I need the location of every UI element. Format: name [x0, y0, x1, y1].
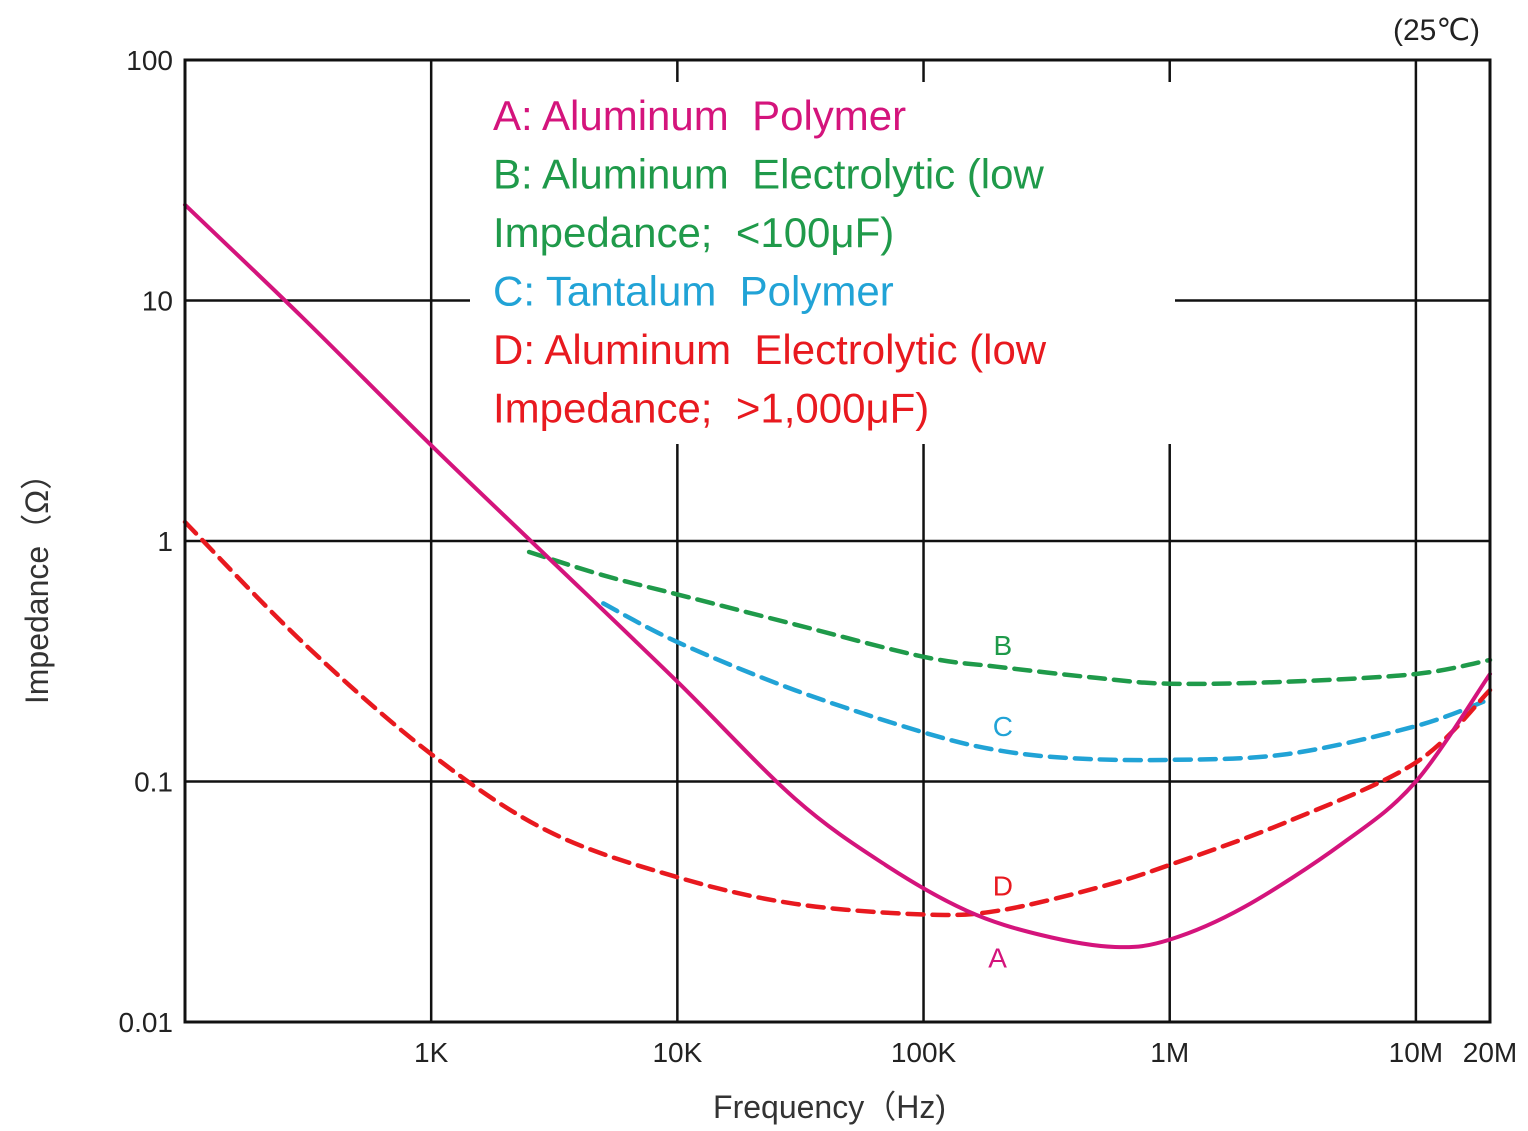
tick-labels-layer: 1K 10K 100K 1M 10M 20M 0.01 0.1 1 10 100: [119, 45, 1518, 1068]
legend-entry-line: D: Aluminum Electrolytic (low: [493, 326, 1047, 373]
series-a-label: A: [988, 943, 1007, 974]
series-a-line: [183, 202, 1492, 950]
y-tick-label: 0.1: [134, 767, 173, 798]
legend-background: [470, 82, 1175, 444]
y-tick-label: 0.01: [119, 1007, 174, 1038]
legend-entry-line: A: Aluminum Polymer: [493, 92, 906, 139]
temperature-note: (25℃): [1393, 14, 1480, 47]
x-tick-label: 1M: [1150, 1037, 1189, 1068]
legend-entry-line: Impedance; <100μF): [493, 209, 894, 256]
legend-entry-line: C: Tantalum Polymer: [493, 268, 894, 315]
y-tick-label: 10: [142, 286, 173, 317]
y-tick-label: 100: [126, 45, 173, 76]
curves-layer: [182, 202, 1493, 950]
legend: A: Aluminum Polymer B: Aluminum Electroly…: [493, 92, 1047, 432]
legend-entry-line: Impedance; >1,000μF): [493, 385, 929, 432]
series-c-label: C: [993, 711, 1013, 742]
curve-labels-layer: A B C D: [988, 630, 1013, 974]
series-b-label: B: [994, 630, 1013, 661]
x-tick-label: 100K: [891, 1037, 957, 1068]
plot-frame: [183, 58, 1492, 1024]
x-tick-label: 10M: [1389, 1037, 1443, 1068]
series-c-line: [601, 601, 1493, 763]
series-d-label: D: [993, 870, 1013, 901]
x-axis-title: Frequency（Hz): [713, 1089, 946, 1125]
legend-entry-line: B: Aluminum Electrolytic (low: [493, 151, 1044, 198]
x-tick-label: 1K: [414, 1037, 449, 1068]
series-d-line: [182, 519, 1493, 918]
series-b-line: [526, 549, 1493, 687]
y-tick-label: 1: [157, 526, 173, 557]
x-tick-label: 20M: [1463, 1037, 1517, 1068]
y-axis-title: Impedance（Ω）: [19, 458, 55, 704]
x-tick-label: 10K: [652, 1037, 702, 1068]
